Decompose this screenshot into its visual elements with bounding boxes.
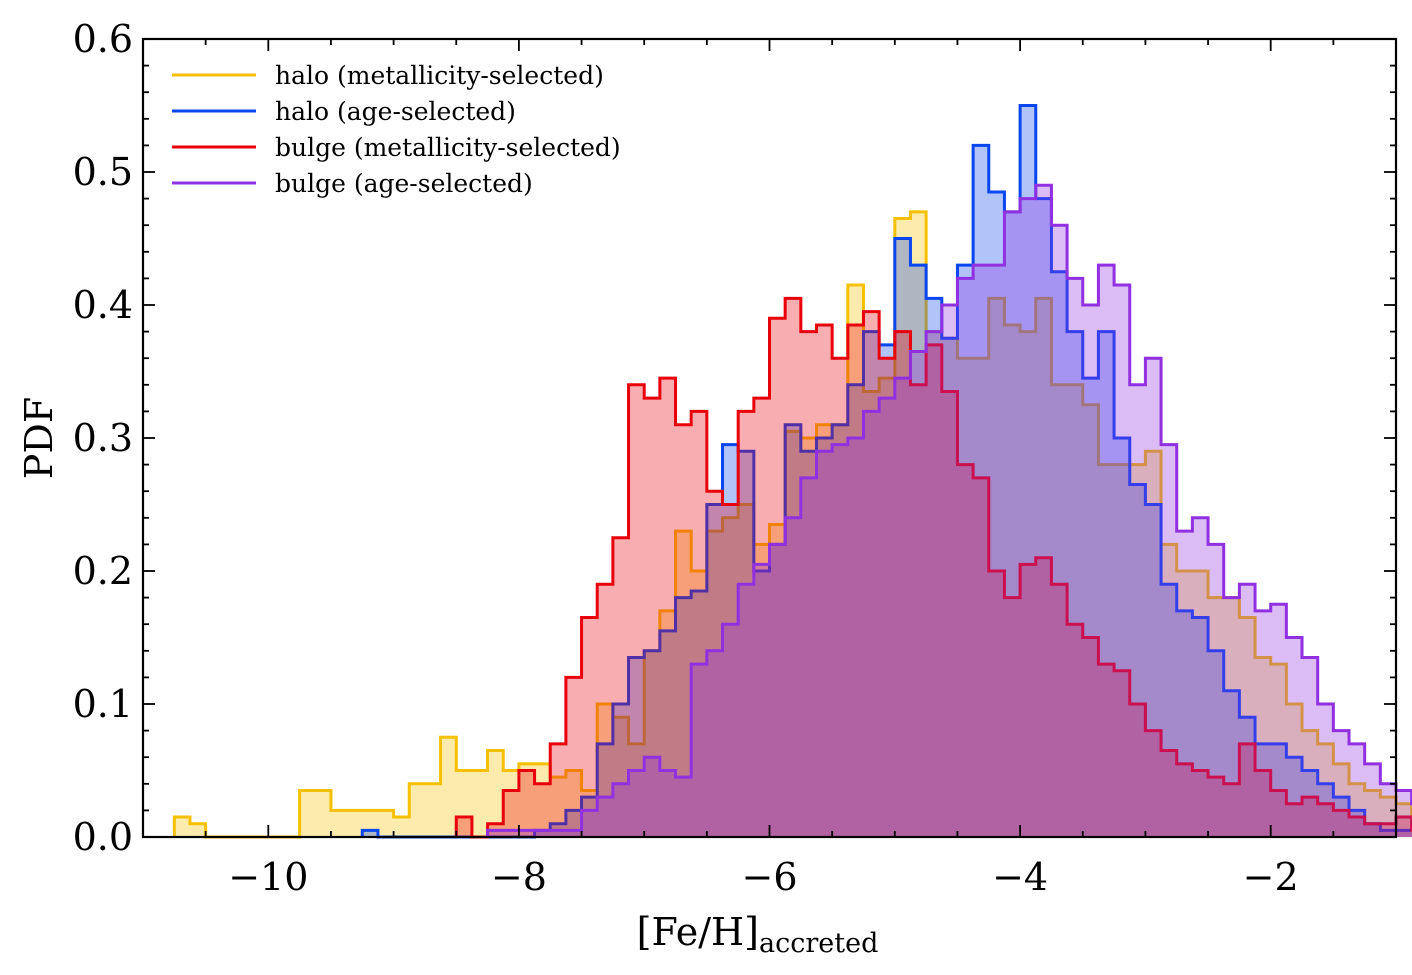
legend-item: bulge (age-selected) (172, 169, 533, 198)
x-ticks: −10 −8 −6 −4 −2 (142, 39, 1397, 899)
x-axis-label-subscript: accreted (759, 928, 878, 959)
y-tick-label: 0.3 (73, 416, 133, 460)
legend-item: halo (age-selected) (172, 97, 516, 126)
x-axis-label: [Fe/H]accreted (637, 910, 879, 959)
series-4-fill (487, 185, 1412, 837)
y-tick-label: 0.1 (73, 682, 133, 726)
legend-label: bulge (age-selected) (275, 169, 533, 198)
series-3-outline (454, 296, 1412, 839)
legend-item: halo (metallicity-selected) (172, 61, 604, 90)
x-tick-label: −8 (491, 855, 547, 899)
y-tick-label: 0.6 (73, 17, 133, 61)
series-3-fill (456, 298, 1412, 837)
series-1-fill (174, 211, 1412, 837)
x-tick-label: −2 (1243, 855, 1299, 899)
legend: halo (metallicity-selected) halo (age-sel… (172, 61, 621, 198)
legend-label: bulge (metallicity-selected) (275, 133, 621, 162)
plot-area (172, 104, 1412, 839)
legend-label: halo (age-selected) (275, 97, 516, 126)
series-2-fill (362, 105, 1412, 837)
x-tick-label: −4 (992, 855, 1048, 899)
x-tick-label: −10 (228, 855, 308, 899)
series-4-outline (486, 183, 1412, 837)
y-tick-label: 0.2 (73, 549, 133, 593)
y-axis-label: PDF (17, 397, 61, 479)
y-tick-label: 0.5 (73, 150, 133, 194)
series-3 (454, 296, 1412, 839)
y-tick-label: 0.0 (73, 815, 133, 859)
series-1 (172, 210, 1412, 839)
legend-label: halo (metallicity-selected) (275, 61, 604, 90)
series-4 (486, 183, 1412, 837)
x-tick-label: −6 (741, 855, 797, 899)
legend-item: bulge (metallicity-selected) (172, 133, 621, 162)
axes: −10 −8 −6 −4 −2 0.0 0.1 0.2 0.3 0.4 0.5 0.6 (73, 17, 1398, 899)
x-axis-label-main: [Fe/H] (637, 910, 759, 954)
y-ticks: 0.0 0.1 0.2 0.3 0.4 0.5 0.6 (73, 17, 1396, 859)
y-tick-label: 0.4 (73, 283, 133, 327)
series-1-outline (172, 210, 1412, 839)
